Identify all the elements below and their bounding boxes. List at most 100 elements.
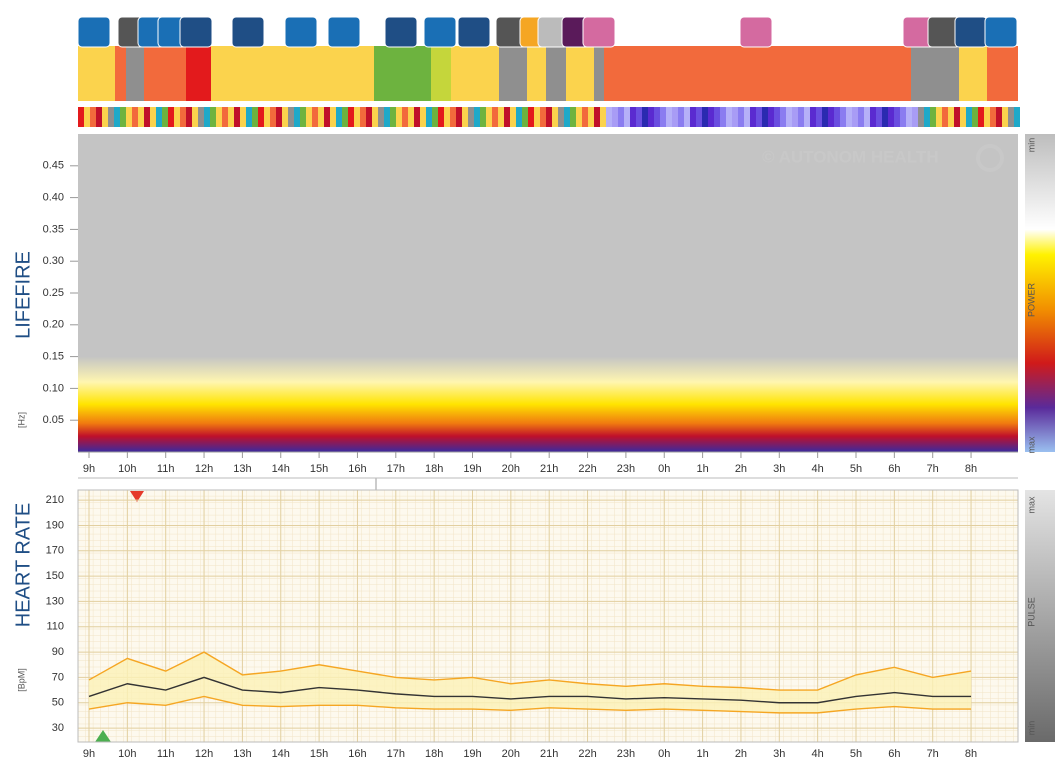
activity-tick bbox=[228, 107, 234, 127]
activity-tick bbox=[846, 107, 852, 127]
activity-tick bbox=[384, 107, 390, 127]
colorbar-label: PULSE bbox=[1026, 597, 1036, 627]
activity-segment bbox=[566, 46, 594, 101]
activity-tick bbox=[222, 107, 228, 127]
activity-segment bbox=[499, 46, 527, 101]
activity-tick bbox=[804, 107, 810, 127]
x-tick-label: 3h bbox=[773, 463, 785, 475]
activity-tick bbox=[450, 107, 456, 127]
activity-tick bbox=[678, 107, 684, 127]
x-tick-label: 15h bbox=[310, 748, 328, 760]
y-tick-label: 110 bbox=[46, 621, 64, 633]
activity-tick bbox=[306, 107, 312, 127]
activity-tick bbox=[288, 107, 294, 127]
activity-tick bbox=[396, 107, 402, 127]
x-tick-label: 11h bbox=[157, 463, 175, 475]
activity-tick bbox=[210, 107, 216, 127]
activity-tick bbox=[714, 107, 720, 127]
activity-tick bbox=[240, 107, 246, 127]
activity-tick bbox=[348, 107, 354, 127]
activity-tick bbox=[708, 107, 714, 127]
x-tick-label: 21h bbox=[540, 463, 558, 475]
x-tick-label: 8h bbox=[965, 463, 977, 475]
activity-tick bbox=[438, 107, 444, 127]
x-tick-label: 18h bbox=[425, 748, 443, 760]
y-tick-label: 50 bbox=[52, 697, 64, 709]
x-tick-label: 12h bbox=[195, 748, 213, 760]
x-tick-label: 18h bbox=[425, 463, 443, 475]
y-tick-label: 210 bbox=[46, 494, 64, 506]
y-tick-label: 0.30 bbox=[43, 255, 64, 267]
x-tick-label: 17h bbox=[387, 748, 405, 760]
activity-tick bbox=[528, 107, 534, 127]
activity-tick bbox=[600, 107, 606, 127]
activity-tick bbox=[90, 107, 96, 127]
activity-tick bbox=[888, 107, 894, 127]
activity-tick bbox=[852, 107, 858, 127]
activity-tick bbox=[984, 107, 990, 127]
hz-label: [Hz] bbox=[16, 412, 26, 428]
activity-tick bbox=[792, 107, 798, 127]
activity-tick bbox=[690, 107, 696, 127]
activity-tick bbox=[756, 107, 762, 127]
x-tick-label: 2h bbox=[735, 748, 747, 760]
activity-tick bbox=[774, 107, 780, 127]
activity-tick bbox=[870, 107, 876, 127]
activity-tick bbox=[492, 107, 498, 127]
activity-tick bbox=[822, 107, 828, 127]
activity-tick bbox=[834, 107, 840, 127]
hr-line bbox=[88, 676, 972, 704]
activity-tick bbox=[780, 107, 786, 127]
y-tick-label: 0.10 bbox=[43, 382, 64, 394]
activity-tick bbox=[300, 107, 306, 127]
lifefire-title: LIFEFIRE bbox=[12, 251, 34, 339]
power-colorbar bbox=[1025, 134, 1055, 452]
x-tick-label: 20h bbox=[502, 748, 520, 760]
y-tick-label: 0.05 bbox=[43, 414, 64, 426]
activity-tick bbox=[426, 107, 432, 127]
hr-line bbox=[88, 695, 972, 714]
x-tick-label: 19h bbox=[463, 748, 481, 760]
activity-tick bbox=[936, 107, 942, 127]
activity-tick bbox=[990, 107, 996, 127]
activity-tick bbox=[84, 107, 90, 127]
activity-tick bbox=[180, 107, 186, 127]
activity-tick bbox=[918, 107, 924, 127]
activity-tick bbox=[744, 107, 750, 127]
activity-tick bbox=[216, 107, 222, 127]
activity-tick bbox=[966, 107, 972, 127]
activity-tick bbox=[168, 107, 174, 127]
activity-icon bbox=[179, 16, 213, 48]
activity-tick bbox=[864, 107, 870, 127]
activity-tick bbox=[738, 107, 744, 127]
activity-tick bbox=[270, 107, 276, 127]
activity-tick bbox=[696, 107, 702, 127]
x-tick-label: 6h bbox=[888, 748, 900, 760]
activity-tick bbox=[912, 107, 918, 127]
activity-icon bbox=[284, 16, 318, 48]
activity-tick bbox=[378, 107, 384, 127]
activity-tick bbox=[114, 107, 120, 127]
activity-tick bbox=[810, 107, 816, 127]
activity-tick bbox=[198, 107, 204, 127]
activity-icon bbox=[984, 16, 1018, 48]
activity-tick bbox=[840, 107, 846, 127]
activity-icon bbox=[231, 16, 265, 48]
activity-tick bbox=[684, 107, 690, 127]
activity-tick bbox=[102, 107, 108, 127]
activity-icon bbox=[423, 16, 457, 48]
activity-tick bbox=[414, 107, 420, 127]
activity-tick bbox=[372, 107, 378, 127]
activity-icon bbox=[582, 16, 616, 48]
x-tick-label: 1h bbox=[696, 463, 708, 475]
y-tick-label: 70 bbox=[52, 671, 64, 683]
activity-tick bbox=[258, 107, 264, 127]
activity-tick bbox=[702, 107, 708, 127]
activity-tick bbox=[498, 107, 504, 127]
colorbar-label: min bbox=[1026, 138, 1036, 153]
activity-tick bbox=[732, 107, 738, 127]
x-tick-label: 9h bbox=[83, 463, 95, 475]
x-tick-label: 13h bbox=[233, 463, 251, 475]
activity-tick bbox=[510, 107, 516, 127]
activity-tick bbox=[570, 107, 576, 127]
